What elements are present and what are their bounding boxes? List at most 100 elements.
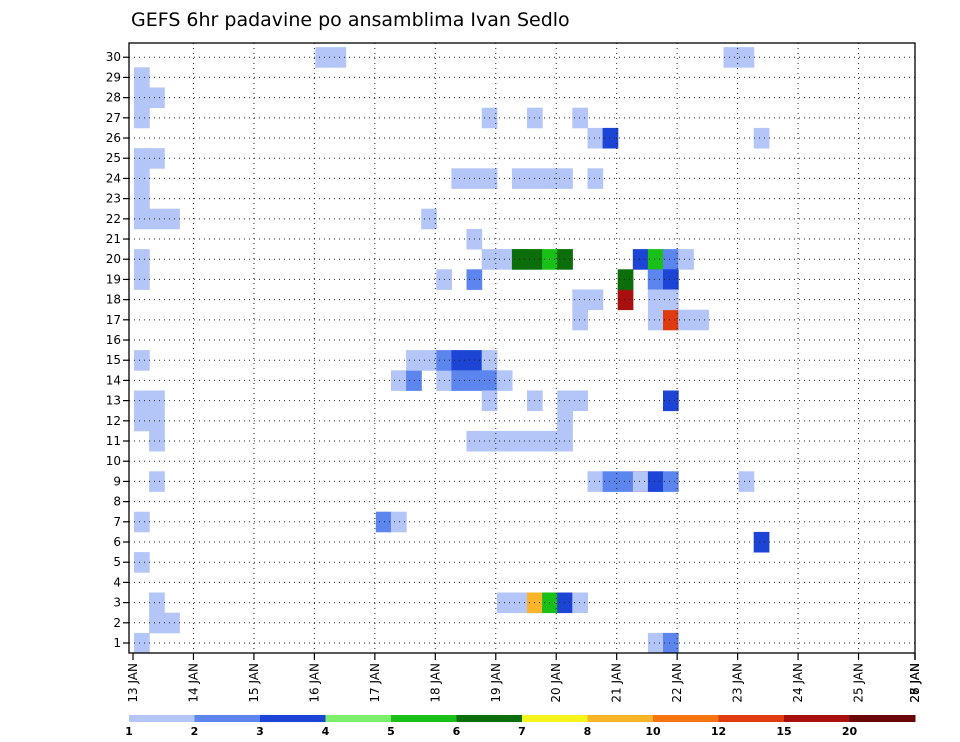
y-tick-label: 11 (106, 434, 121, 448)
precip-cell (738, 471, 755, 492)
precip-cell (617, 269, 634, 290)
y-tick-label: 19 (106, 272, 121, 286)
y-tick-label: 10 (106, 454, 121, 468)
grid-lines (129, 43, 915, 653)
precip-cell (753, 127, 770, 149)
y-tick-label: 29 (106, 70, 121, 84)
y-tick-label: 15 (106, 353, 121, 367)
x-tick-label: 18 JAN (428, 663, 442, 703)
y-tick-label: 6 (113, 535, 121, 549)
precip-cell (557, 410, 573, 432)
x-tick-label: 23 JAN (731, 663, 745, 703)
colorbar-swatch (129, 715, 195, 722)
precip-cell (315, 47, 332, 68)
colorbar-label: 15 (776, 725, 791, 738)
colorbar-swatch (325, 715, 392, 722)
precip-cell (647, 249, 664, 270)
x-tick-label: 20 JAN (549, 663, 563, 703)
precip-cell (149, 410, 165, 432)
precip-cell (753, 531, 770, 553)
y-tick-label: 17 (106, 313, 121, 327)
precip-cell (134, 188, 150, 210)
colorbar-swatch (260, 715, 326, 722)
precip-cell (134, 350, 150, 371)
precip-cell (134, 269, 150, 290)
precip-cell (149, 430, 165, 452)
colorbar-label: 4 (322, 725, 330, 738)
colorbar-label: 5 (387, 725, 395, 738)
precip-cell (587, 289, 604, 311)
y-tick-label: 4 (113, 575, 121, 589)
precip-cell (723, 47, 740, 68)
colorbar-label: 12 (711, 725, 726, 738)
precip-cell (602, 471, 619, 492)
precip-cell (134, 552, 150, 573)
y-tick-label: 23 (106, 192, 121, 206)
x-tick-label: 24 JAN (791, 663, 805, 703)
x-tick-label: 25 JAN (852, 663, 866, 703)
y-tick-label: 14 (106, 373, 121, 387)
x-tick-label: 15 JAN (247, 663, 261, 703)
precip-cell (678, 309, 694, 331)
x-tick-label: 27 JAN (908, 663, 922, 703)
y-tick-label: 8 (113, 495, 121, 509)
precip-cell (134, 208, 150, 230)
precip-cell (602, 127, 619, 149)
precip-cell (149, 148, 165, 169)
colorbar: 1 2 3 4 5 6 7 8 10 12 15 20 (125, 715, 916, 738)
precip-cell (557, 168, 573, 189)
precip-cell (617, 289, 634, 311)
precip-cell (406, 350, 422, 371)
precip-cell (134, 511, 150, 533)
colorbar-label: 7 (518, 725, 526, 738)
precip-cell (663, 249, 679, 270)
x-tick-label: 13 JAN (126, 663, 140, 703)
colorbar-swatch (849, 715, 916, 722)
y-tick-label: 12 (106, 414, 121, 428)
precip-cell (647, 269, 664, 290)
colorbar-label: 1 (125, 725, 133, 738)
y-tick-label: 28 (106, 91, 121, 105)
y-tick-label: 27 (106, 111, 121, 125)
y-axis: 1234567891011121314151617181920212223242… (106, 50, 129, 650)
colorbar-label: 3 (256, 725, 264, 738)
y-tick-label: 13 (106, 394, 121, 408)
precip-cell (647, 471, 664, 492)
precip-cell (134, 632, 150, 654)
precip-cell (632, 249, 649, 270)
plot-frame (128, 42, 916, 654)
precip-cell (572, 107, 588, 129)
chart-title: GEFS 6hr padavine po ansamblima Ivan Sed… (131, 9, 570, 31)
colorbar-swatch (587, 715, 654, 722)
precip-cell (134, 390, 150, 412)
precip-cell (134, 410, 150, 432)
x-tick-label: 28 JAN (908, 663, 922, 703)
precip-cell (587, 127, 604, 149)
precip-cell (149, 208, 165, 230)
precip-cell (164, 612, 180, 634)
precip-cell (632, 471, 649, 492)
precip-cell (164, 208, 180, 230)
precip-cell (134, 87, 150, 109)
y-tick-label: 21 (106, 232, 121, 246)
precip-cell (330, 47, 347, 68)
precip-cell (134, 107, 150, 129)
precip-cell (663, 632, 679, 654)
precip-cell (647, 632, 664, 654)
precip-cell (572, 390, 588, 412)
colorbar-swatch (391, 715, 457, 722)
y-tick-label: 30 (106, 50, 121, 64)
precip-cell (149, 471, 165, 492)
x-tick-label: 14 JAN (186, 663, 200, 703)
y-tick-label: 16 (106, 333, 121, 347)
colorbar-swatch (194, 715, 261, 722)
precip-cell (617, 471, 634, 492)
colorbar-swatch (522, 715, 588, 722)
colorbar-label: 20 (842, 725, 858, 738)
x-tick-label: 26 JAN (908, 663, 922, 703)
precip-cell (557, 430, 573, 452)
precip-cell (557, 249, 573, 270)
x-axis: 13 JAN 14 JAN 15 JAN 16 JAN 17 JAN 18 JAN 19 J… (126, 653, 922, 703)
precip-cell (134, 67, 150, 88)
